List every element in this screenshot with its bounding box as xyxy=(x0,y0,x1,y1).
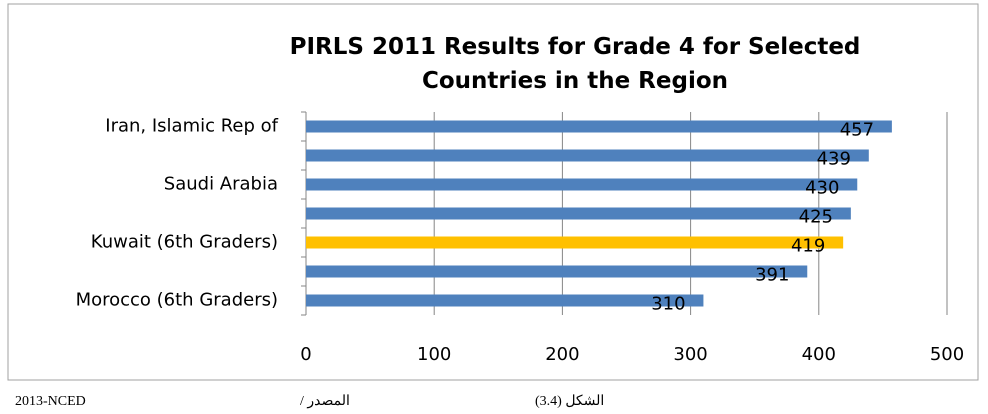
bar xyxy=(306,178,858,191)
bar xyxy=(306,149,869,162)
bar xyxy=(306,294,704,307)
x-tick-label: 200 xyxy=(545,344,579,365)
x-tick-label: 500 xyxy=(930,344,964,365)
y-tick-label: Iran, Islamic Rep of xyxy=(105,116,278,137)
bar xyxy=(306,236,844,249)
chart-title: PIRLS 2011 Results for Grade 4 for Selec… xyxy=(289,34,861,94)
x-tick-label: 100 xyxy=(417,344,451,365)
value-label: 430 xyxy=(805,178,839,199)
value-label: 425 xyxy=(799,207,833,228)
footer-source: 2013-NCED xyxy=(15,394,86,409)
value-label: 391 xyxy=(755,265,789,286)
y-tick-label: Kuwait (6th Graders) xyxy=(91,232,278,253)
bar xyxy=(306,265,808,278)
value-label: 310 xyxy=(651,294,685,315)
y-tick-label: Saudi Arabia xyxy=(164,174,278,195)
value-label: 419 xyxy=(791,236,825,257)
x-tick-label: 300 xyxy=(673,344,707,365)
footer-figure: الشكل (3.4) xyxy=(535,394,604,409)
chart-border xyxy=(7,3,979,381)
x-tick-label: 0 xyxy=(300,344,311,365)
value-label: 439 xyxy=(817,149,851,170)
bar xyxy=(306,120,892,133)
value-label: 457 xyxy=(840,120,874,141)
bar xyxy=(306,207,851,220)
footer-source-label: المصدر / xyxy=(300,394,350,409)
x-tick-label: 400 xyxy=(802,344,836,365)
y-tick-label: Morocco (6th Graders) xyxy=(76,290,278,311)
